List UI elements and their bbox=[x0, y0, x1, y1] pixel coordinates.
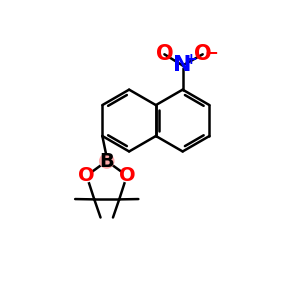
Text: O: O bbox=[78, 166, 95, 185]
Text: O: O bbox=[118, 166, 135, 185]
Text: −: − bbox=[205, 43, 218, 61]
Text: N: N bbox=[173, 56, 192, 76]
Text: O: O bbox=[156, 44, 173, 64]
Text: +: + bbox=[184, 52, 197, 67]
Circle shape bbox=[121, 169, 133, 182]
Circle shape bbox=[80, 169, 93, 182]
Text: B: B bbox=[99, 152, 114, 170]
Circle shape bbox=[100, 154, 114, 168]
Text: O: O bbox=[194, 44, 212, 64]
